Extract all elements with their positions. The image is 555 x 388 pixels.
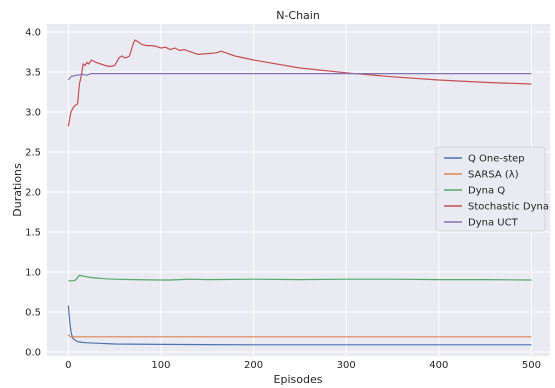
x-tick-label: 400 xyxy=(429,360,448,371)
series-line-dyna-q xyxy=(68,274,532,282)
series-line-dyna-uct xyxy=(67,72,532,81)
x-tick-label: 100 xyxy=(151,360,170,371)
legend-box xyxy=(435,146,546,232)
x-tick-label: 0 xyxy=(65,360,71,371)
chart-title: N-Chain xyxy=(276,9,320,22)
x-tick-label: 500 xyxy=(522,360,541,371)
y-tick-label: 0.0 xyxy=(25,348,41,359)
legend-label: Dyna Q xyxy=(468,186,505,197)
y-tick-label: 2.0 xyxy=(25,188,41,199)
legend-label: Q One-step xyxy=(468,154,525,165)
legend-label: Stochastic Dyna xyxy=(468,202,549,213)
series-line-q-one-step xyxy=(67,305,532,346)
y-tick-label: 3.0 xyxy=(25,108,41,119)
legend: Q One-step SARSA (λ) Dyna Q Stochastic Dyna… xyxy=(435,146,549,232)
x-tick-label: 300 xyxy=(337,360,356,371)
x-tick-label: 200 xyxy=(244,360,263,371)
y-tick-label: 3.5 xyxy=(25,68,41,79)
y-tick-label: 1.5 xyxy=(25,228,41,239)
x-axis-title: Episodes xyxy=(274,373,323,386)
y-tick-label: 0.5 xyxy=(25,308,41,319)
y-tick-label: 2.5 xyxy=(25,148,41,159)
y-tick-label: 1.0 xyxy=(25,268,41,279)
tick-labels: 0 100 200 300 400 500 0.0 0.5 1.0 1.5 2.0 2.5 3.0 3.5… xyxy=(25,28,541,372)
series-line-sarsa xyxy=(67,334,532,338)
y-axis-title: Durations xyxy=(11,163,24,217)
legend-label: SARSA (λ) xyxy=(468,170,519,181)
y-tick-label: 4.0 xyxy=(25,28,41,39)
legend-label: Dyna UCT xyxy=(468,218,519,229)
series-line-stochastic-dyna xyxy=(67,39,532,127)
series-layer xyxy=(67,39,532,346)
